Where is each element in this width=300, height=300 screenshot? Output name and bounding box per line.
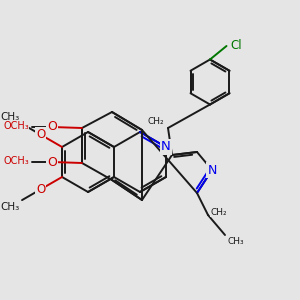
Text: N: N — [161, 140, 171, 154]
Text: CH₂: CH₂ — [210, 208, 227, 217]
Text: CH₃: CH₃ — [227, 236, 244, 245]
Text: O: O — [47, 155, 57, 169]
Text: OCH₃: OCH₃ — [3, 122, 29, 131]
Text: N: N — [207, 164, 217, 176]
Text: CH₃: CH₃ — [1, 112, 20, 122]
Text: Cl: Cl — [230, 39, 242, 52]
Text: OCH₃: OCH₃ — [3, 156, 29, 167]
Text: CH₂: CH₂ — [148, 118, 164, 127]
Text: O: O — [47, 121, 57, 134]
Text: O: O — [36, 128, 45, 141]
Text: CH₃: CH₃ — [1, 202, 20, 212]
Text: O: O — [36, 183, 45, 196]
